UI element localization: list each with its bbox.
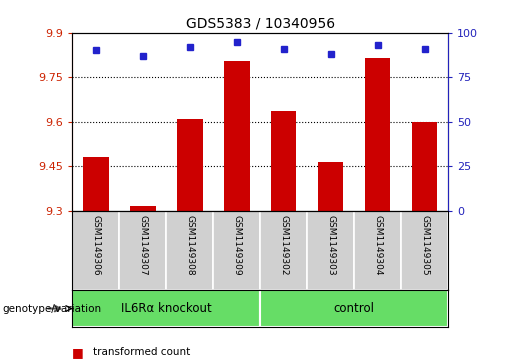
Bar (72, 211, 119, 290)
Bar (119, 211, 166, 290)
Bar (354, 211, 401, 290)
Bar (401, 211, 448, 290)
Text: ■: ■ (72, 346, 84, 359)
Text: GSM1149309: GSM1149309 (232, 215, 241, 275)
Bar (166, 211, 213, 290)
Bar (260, 211, 307, 290)
Text: GSM1149304: GSM1149304 (373, 215, 382, 275)
Text: IL6Rα knockout: IL6Rα knockout (121, 302, 212, 315)
Text: GSM1149308: GSM1149308 (185, 215, 194, 275)
Text: GSM1149306: GSM1149306 (91, 215, 100, 275)
Text: GSM1149307: GSM1149307 (138, 215, 147, 275)
Text: genotype/variation: genotype/variation (3, 303, 101, 314)
Bar (177, 119, 202, 211)
Bar (83, 157, 109, 211)
Bar (307, 211, 354, 290)
Bar (72, 290, 260, 327)
Text: transformed count: transformed count (93, 347, 190, 357)
Bar (224, 61, 249, 211)
Text: GSM1149303: GSM1149303 (326, 215, 335, 275)
Text: GSM1149305: GSM1149305 (420, 215, 429, 275)
Bar (271, 111, 297, 211)
Bar (318, 162, 344, 211)
Bar (213, 211, 260, 290)
Bar (411, 122, 437, 211)
Title: GDS5383 / 10340956: GDS5383 / 10340956 (185, 16, 335, 30)
Text: control: control (334, 302, 374, 315)
Text: GSM1149302: GSM1149302 (279, 215, 288, 275)
Bar (260, 290, 448, 327)
Bar (130, 206, 156, 211)
Bar (365, 58, 390, 211)
